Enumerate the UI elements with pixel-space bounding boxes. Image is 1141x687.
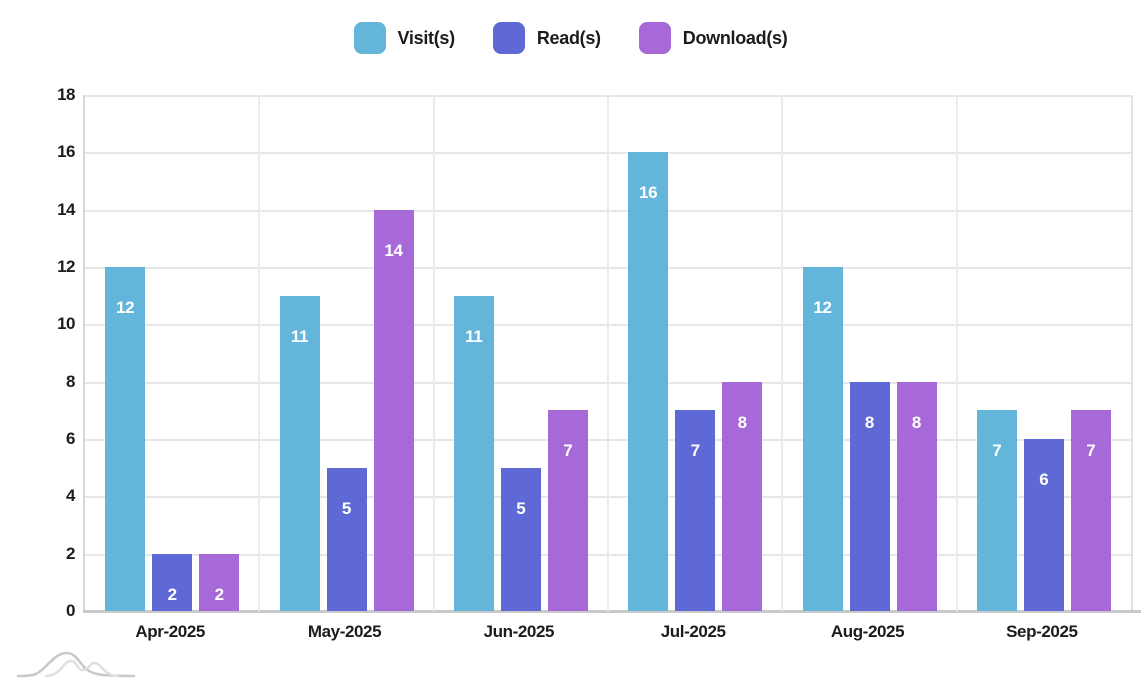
bar-visits[interactable]: 7: [976, 410, 1017, 611]
bar-visits[interactable]: 12: [802, 267, 843, 611]
plot-area: 12 11 11 16 12 7 2 5 5 7 8 6 2 14 7 8 8 7: [83, 95, 1141, 613]
bar-reads[interactable]: 2: [152, 553, 193, 611]
bar-value-label: 8: [737, 412, 747, 432]
legend-item-label: Read(s): [536, 27, 601, 48]
bar-value-label: 5: [516, 498, 526, 518]
bar-reads[interactable]: 6: [1023, 439, 1064, 611]
bar-value-label: 8: [911, 412, 922, 432]
legend-swatch-icon: [492, 22, 525, 54]
bar-reads[interactable]: 5: [326, 467, 367, 611]
bar-visits[interactable]: 16: [628, 152, 669, 611]
x-tick-label: May-2025: [307, 622, 382, 641]
y-tick-label: 18: [57, 85, 75, 104]
y-tick-label: 16: [57, 142, 75, 162]
bar-downloads[interactable]: 7: [547, 410, 588, 611]
bar-value-label: 11: [290, 326, 309, 346]
bar-value-label: 7: [1086, 441, 1096, 461]
bar-downloads[interactable]: 14: [373, 209, 414, 611]
x-axis-line: [83, 610, 1141, 613]
bar-value-label: 8: [864, 412, 875, 432]
gridline-vertical: [607, 95, 609, 611]
bar-value-label: 7: [563, 441, 573, 461]
y-tick-label: 10: [57, 314, 75, 334]
bar-value-label: 5: [341, 498, 352, 518]
chart-legend: Visit(s) Read(s) Download(s): [0, 22, 1141, 54]
legend-item-label: Visit(s): [397, 27, 456, 48]
bar-value-label: 11: [465, 326, 483, 346]
x-tick-label: Sep-2025: [1006, 622, 1078, 641]
y-tick-label: 6: [66, 429, 75, 448]
bar-value-label: 14: [384, 240, 403, 260]
bar-value-label: 7: [992, 441, 1002, 461]
x-tick-label: Apr-2025: [135, 622, 205, 641]
legend-item-label: Download(s): [682, 27, 788, 48]
bar-value-label: 12: [813, 298, 832, 317]
bar-downloads[interactable]: 8: [896, 381, 937, 611]
y-tick-label: 0: [66, 601, 75, 620]
y-tick-label: 12: [57, 257, 75, 276]
bar-value-label: 2: [214, 584, 224, 604]
bar-reads[interactable]: 7: [675, 410, 716, 611]
x-tick-label: Jun-2025: [483, 622, 555, 641]
bar-downloads[interactable]: 2: [199, 553, 240, 611]
bar-downloads[interactable]: 7: [1070, 410, 1111, 611]
bar-reads[interactable]: 5: [500, 467, 541, 611]
gridline-vertical: [781, 95, 784, 611]
bar-value-label: 2: [167, 584, 177, 604]
gridline-vertical: [955, 95, 958, 611]
y-tick-label: 14: [57, 199, 75, 219]
gridline-vertical: [258, 95, 261, 611]
gridline-vertical: [432, 95, 435, 611]
bar-reads[interactable]: 8: [849, 381, 890, 611]
legend-swatch-icon: [353, 22, 386, 54]
bar-value-label: 12: [116, 298, 135, 317]
bar-visits[interactable]: 11: [453, 295, 494, 611]
bar-value-label: 16: [639, 183, 658, 203]
legend-item-reads[interactable]: Read(s): [492, 22, 601, 54]
bar-value-label: 6: [1039, 470, 1049, 489]
x-tick-label: Jul-2025: [660, 622, 726, 641]
bar-value-label: 7: [690, 441, 700, 461]
y-tick-label: 4: [66, 486, 75, 506]
bar-downloads[interactable]: 8: [722, 381, 763, 611]
x-tick-label: Aug-2025: [830, 622, 905, 641]
legend-swatch-icon: [638, 22, 671, 54]
y-tick-label: 8: [66, 371, 75, 391]
y-tick-label: 2: [66, 543, 75, 563]
legend-item-visits[interactable]: Visit(s): [353, 22, 456, 54]
waves-logo-icon: [16, 651, 136, 678]
legend-item-downloads[interactable]: Download(s): [638, 22, 788, 54]
bar-visits[interactable]: 12: [105, 267, 146, 611]
bar-visits[interactable]: 11: [279, 295, 320, 611]
